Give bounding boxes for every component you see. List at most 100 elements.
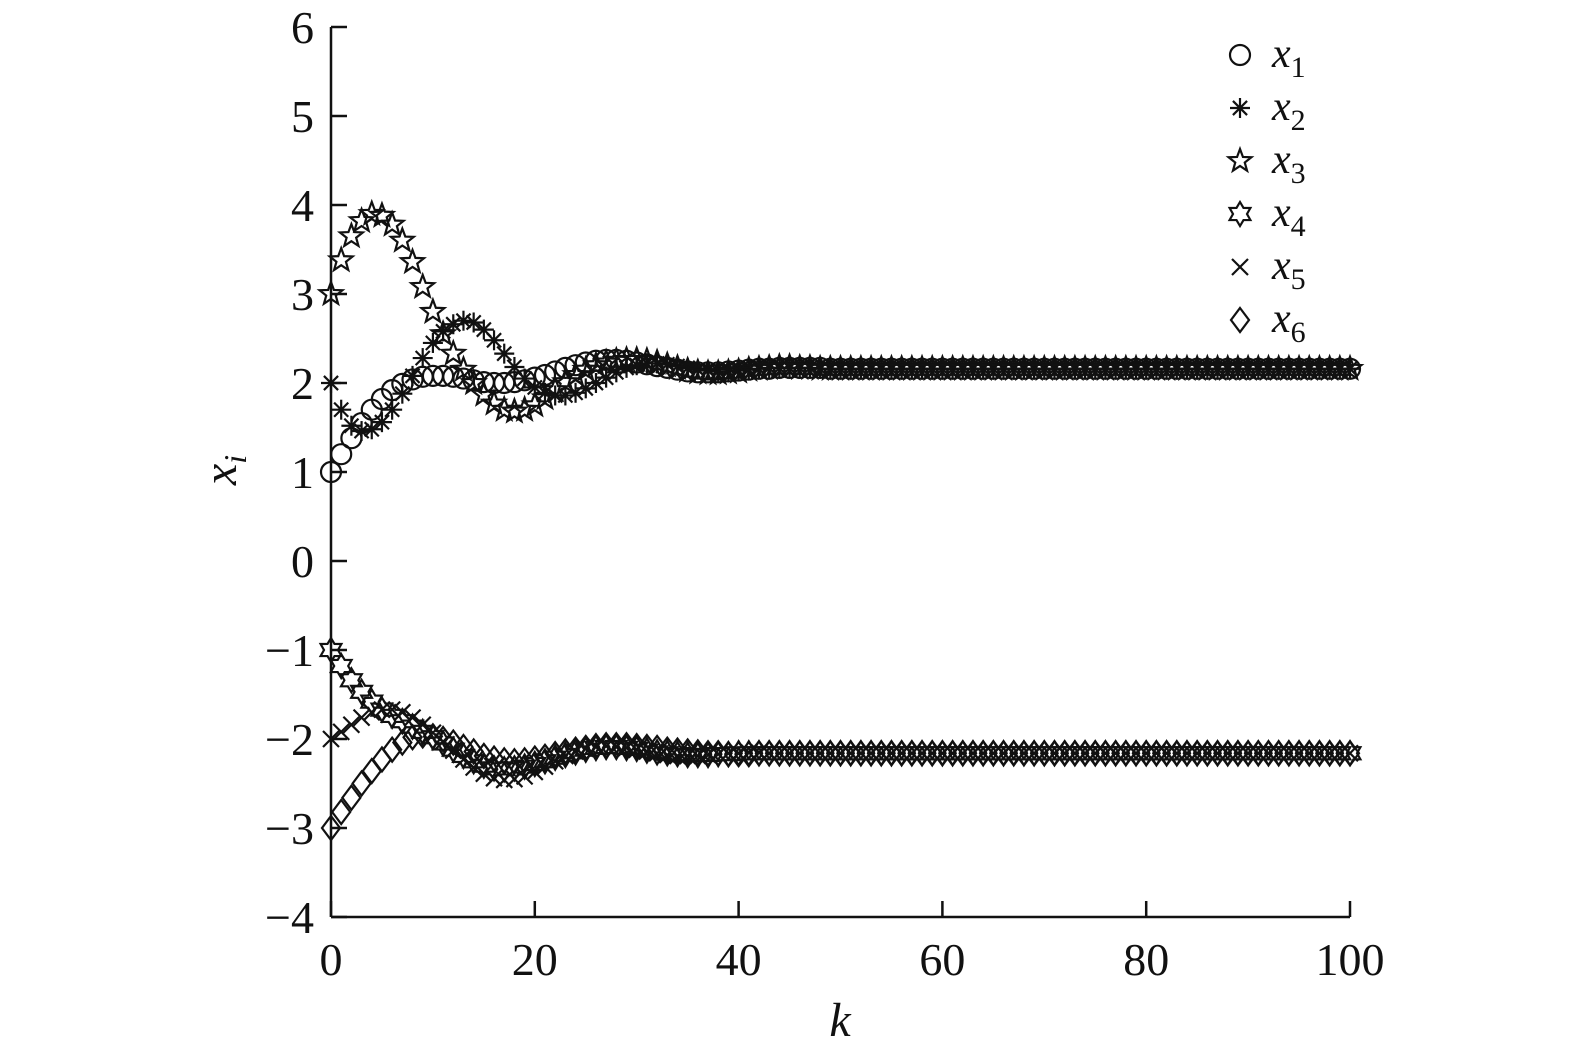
data-point-star5: [438, 338, 468, 366]
data-point-diamond: [1278, 739, 1300, 768]
data-point-diamond: [554, 737, 576, 766]
data-point-diamond: [911, 739, 933, 768]
data-point-star6: [532, 747, 558, 776]
y-tick-label: 4: [291, 180, 314, 231]
asterisk-stroke: [414, 350, 431, 366]
cross-stroke: [332, 723, 350, 741]
data-point-diamond: [1288, 739, 1310, 768]
data-point-star5: [561, 359, 590, 388]
data-point-diamond: [799, 739, 821, 768]
data-point-diamond: [1227, 739, 1249, 768]
data-point-cross: [352, 708, 371, 727]
data-point-diamond: [697, 739, 719, 768]
asterisk-stroke: [333, 401, 350, 418]
data-point-diamond: [932, 739, 953, 768]
data-point-diamond: [1074, 739, 1096, 768]
data-point-diamond: [1084, 739, 1106, 768]
data-point-diamond: [972, 739, 994, 768]
data-point-diamond: [718, 740, 739, 768]
x-tick-label: 100: [1316, 934, 1385, 985]
data-point-diamond: [860, 739, 882, 768]
data-point-diamond: [1217, 739, 1239, 768]
data-point-star5: [703, 358, 733, 386]
data-point-diamond: [565, 735, 586, 764]
asterisk-stroke: [384, 401, 400, 418]
legend-label-sub: 5: [1291, 263, 1306, 296]
data-point-diamond: [809, 739, 831, 768]
data-point-star5: [347, 205, 376, 234]
data-point-star6: [542, 743, 568, 772]
data-point-cross: [342, 715, 361, 734]
data-point-diamond: [819, 739, 841, 768]
cross-stroke: [617, 739, 636, 757]
data-point-diamond: [1135, 739, 1157, 768]
data-point-diamond: [768, 739, 790, 768]
asterisk-stroke: [353, 423, 370, 439]
data-point-diamond: [595, 731, 617, 760]
data-point-cross: [332, 723, 350, 741]
data-point-diamond: [850, 739, 872, 768]
data-point-diamond: [402, 723, 423, 752]
data-point-star5: [713, 357, 743, 385]
data-point-diamond: [544, 740, 566, 768]
x-tick-label: 20: [512, 934, 558, 985]
data-point-asterisk: [361, 419, 382, 440]
data-point-star5: [571, 354, 601, 382]
data-point-star5: [540, 374, 570, 403]
legend-item-3: x3: [1225, 137, 1306, 190]
data-point-diamond: [1268, 739, 1290, 768]
cross-stroke: [648, 744, 666, 763]
legend-item-4: x4: [1227, 190, 1306, 243]
data-point-diamond: [840, 739, 862, 768]
asterisk-stroke: [465, 314, 482, 331]
data-point-star5: [734, 354, 764, 382]
legend-marker-diamond: [1229, 306, 1251, 334]
data-point-diamond: [1258, 739, 1279, 768]
data-point-asterisk: [463, 312, 484, 333]
legend-label-base: x: [1271, 31, 1291, 77]
legend-marker-asterisk: [1230, 98, 1250, 118]
data-point-asterisk: [371, 412, 392, 433]
data-point-diamond: [1196, 739, 1218, 768]
data-point-diamond: [1125, 739, 1147, 768]
legend-label: x1: [1271, 31, 1306, 84]
data-point-star6: [634, 736, 660, 765]
data-point-diamond: [1064, 739, 1086, 768]
data-point-diamond: [738, 740, 760, 768]
data-point-circle: [330, 443, 353, 466]
data-point-diamond: [341, 783, 362, 812]
cross-stroke: [638, 742, 656, 761]
cross-stroke: [1231, 258, 1249, 276]
cross-stroke: [475, 764, 493, 783]
data-point-cross: [403, 708, 422, 727]
x-tick-label: 60: [919, 934, 965, 985]
y-tick-label: −4: [265, 892, 314, 943]
y-tick-label: −3: [265, 803, 314, 854]
data-point-asterisk: [321, 373, 341, 393]
y-tick-label: −1: [265, 625, 314, 676]
data-point-diamond: [575, 734, 597, 762]
data-point-circle: [564, 354, 587, 377]
cross-stroke: [342, 715, 361, 734]
data-point-diamond: [830, 739, 851, 768]
asterisk-stroke: [526, 379, 543, 396]
data-point-asterisk: [341, 415, 362, 436]
y-tick-label: −2: [265, 714, 314, 765]
y-tick-label: 1: [291, 447, 314, 498]
legend-label: x2: [1271, 84, 1306, 137]
data-point-diamond: [524, 744, 546, 773]
data-point-star5: [418, 296, 448, 325]
legend-item-6: x6: [1229, 296, 1306, 349]
y-axis-label: xi: [194, 455, 253, 486]
data-point-diamond: [728, 740, 749, 768]
legend-label: x5: [1271, 243, 1306, 296]
y-tick-label: 2: [291, 358, 314, 409]
data-point-diamond: [605, 731, 627, 760]
data-point-diamond: [891, 739, 913, 768]
data-point-diamond: [453, 733, 474, 761]
data-point-diamond: [514, 746, 535, 775]
x-axis-label: k: [829, 994, 852, 1047]
data-point-star5: [316, 278, 346, 307]
